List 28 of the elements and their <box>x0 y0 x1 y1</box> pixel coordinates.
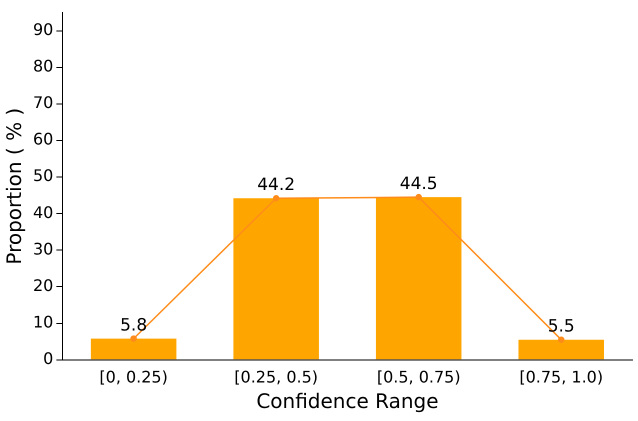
y-tick-label: 70 <box>33 93 54 112</box>
y-axis-title: Proportion ( % ) <box>2 108 26 265</box>
y-tick-label: 80 <box>33 56 54 76</box>
y-tick-label: 50 <box>33 166 54 186</box>
x-tick-label: [0, 0.25) <box>99 368 168 387</box>
y-tick-label: 40 <box>33 202 54 222</box>
bar <box>376 197 462 360</box>
bar <box>233 198 319 360</box>
data-label: 5.5 <box>548 316 575 337</box>
y-tick-label: 0 <box>43 348 54 368</box>
point <box>130 335 137 342</box>
x-axis-title: Confidence Range <box>256 389 439 414</box>
x-tick-label: [0.5, 0.75) <box>376 368 461 387</box>
y-tick-label: 90 <box>33 20 54 40</box>
y-tick-label: 30 <box>33 239 54 258</box>
y-tick-label: 60 <box>33 130 54 149</box>
bar <box>518 340 604 360</box>
y-tick-label: 10 <box>33 312 54 332</box>
y-tick-label: 20 <box>33 276 54 295</box>
point <box>272 195 280 202</box>
point <box>415 194 422 200</box>
x-tick-label: [0.25, 0.5) <box>234 368 318 387</box>
data-label: 5.8 <box>120 316 148 336</box>
bar <box>90 338 176 360</box>
data-label: 44.2 <box>257 175 296 196</box>
point <box>558 336 564 343</box>
x-tick-label: [0.75, 1.0) <box>519 368 604 387</box>
data-label: 44.5 <box>400 174 438 194</box>
